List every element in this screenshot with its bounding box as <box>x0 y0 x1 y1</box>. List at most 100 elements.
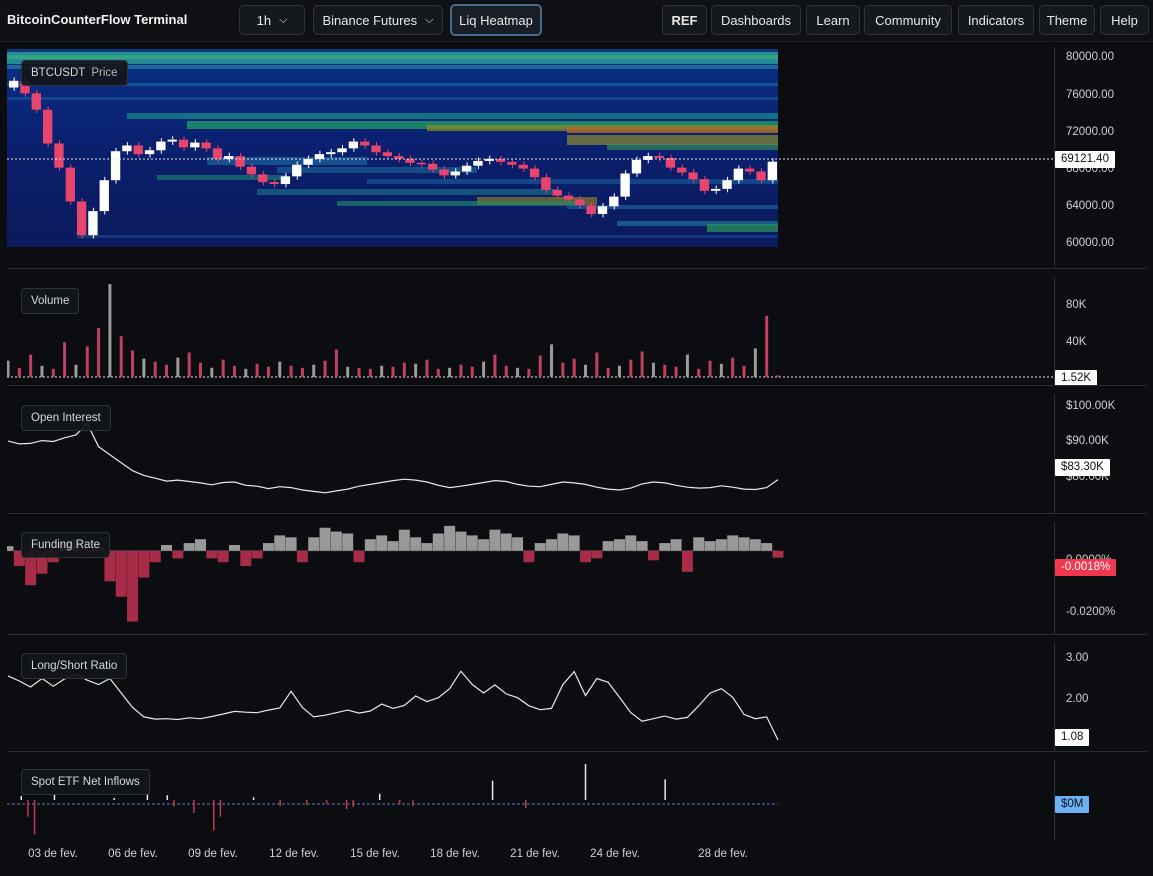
candle-body <box>371 145 381 153</box>
funding-bar <box>127 550 139 622</box>
volume-bar <box>629 359 633 377</box>
etf-pane-label[interactable]: Spot ETF Net Inflows <box>21 769 150 795</box>
volume-bar <box>63 342 67 377</box>
volume-chart[interactable] <box>7 277 1054 386</box>
volume-bar <box>674 366 678 377</box>
help-button[interactable]: Help <box>1100 5 1149 35</box>
etf-bar <box>664 779 666 800</box>
candle-body <box>767 161 777 181</box>
long-short-pane[interactable]: Long/Short Ratio 3.00 2.00 1.08 <box>7 643 1147 752</box>
candle-body <box>529 168 540 178</box>
volume-bar <box>493 354 497 377</box>
etf-pane[interactable]: Spot ETF Net Inflows $0M <box>7 760 1147 840</box>
ref-button[interactable]: REF <box>662 5 707 35</box>
funding-bar <box>681 550 693 572</box>
etf-inflows-chart[interactable] <box>7 760 1054 840</box>
time-axis: 03 de fev. 06 de fev. 09 de fev. 12 de f… <box>7 840 1047 870</box>
candle-body <box>269 182 279 185</box>
funding-bar <box>138 550 150 578</box>
chart-area[interactable]: BTCUSDT Price 80000.00 76000.00 72000.00… <box>7 47 1147 872</box>
dashboards-button[interactable]: Dashboards <box>711 5 801 35</box>
candle-body <box>99 180 109 212</box>
volume-bar <box>232 365 236 377</box>
volume-bar <box>617 365 621 377</box>
funding-bar <box>228 544 240 551</box>
volume-bar <box>391 366 395 377</box>
indicators-button[interactable]: Indicators <box>958 5 1034 35</box>
volume-bar <box>108 284 112 377</box>
price-pane-label[interactable]: BTCUSDT Price <box>21 60 128 86</box>
liq-heatmap-button[interactable]: Liq Heatmap <box>450 4 542 36</box>
etf-bar <box>27 800 29 817</box>
volume-bar <box>346 366 350 377</box>
funding-bar <box>149 550 161 563</box>
volume-bar <box>436 368 440 377</box>
funding-bar <box>36 550 48 574</box>
candle-body <box>156 141 166 151</box>
volume-bar <box>312 364 316 377</box>
candle-body <box>224 156 234 159</box>
volume-bar <box>74 364 78 377</box>
candle-body <box>246 166 257 175</box>
price-tick: 76000.00 <box>1066 89 1114 101</box>
volume-bar <box>640 351 644 377</box>
volume-bar <box>278 361 282 377</box>
volume-bar <box>482 361 486 377</box>
volume-axis-separator <box>1054 277 1055 385</box>
candle-body <box>20 80 30 94</box>
funding-bar <box>568 535 580 551</box>
community-button[interactable]: Community <box>864 5 952 35</box>
open-interest-line <box>7 422 779 494</box>
candle-body <box>144 150 155 155</box>
volume-bar <box>595 352 599 377</box>
candle-body <box>563 195 574 200</box>
funding-bar <box>772 550 784 558</box>
chevron-down-icon: ⌵ <box>425 13 434 26</box>
long-short-pane-label[interactable]: Long/Short Ratio <box>21 653 128 679</box>
funding-bar <box>580 550 591 563</box>
price-axis-separator <box>1054 47 1055 268</box>
open-interest-chart[interactable] <box>7 394 1054 514</box>
open-interest-pane-label[interactable]: Open Interest <box>21 405 111 431</box>
open-interest-pane[interactable]: Open Interest $100.00K $90.00K $80.00K $… <box>7 394 1147 514</box>
price-tick: 72000.00 <box>1066 126 1114 138</box>
funding-bar <box>387 541 399 551</box>
funding-rate-chart[interactable] <box>7 522 1054 635</box>
oi-axis-separator <box>1054 394 1055 513</box>
funding-bar <box>364 539 376 551</box>
volume-bar <box>719 363 723 377</box>
funding-bar <box>523 550 535 563</box>
candle-body <box>9 80 19 88</box>
learn-button[interactable]: Learn <box>806 5 860 35</box>
etf-axis-separator <box>1054 760 1055 840</box>
etf-bar <box>584 764 587 800</box>
timeframe-select[interactable]: 1h ⌵ <box>239 5 305 35</box>
etf-bar <box>412 800 414 807</box>
price-chart[interactable] <box>7 47 1054 269</box>
volume-pane[interactable]: Volume 80K 40K 1.52K <box>7 277 1147 386</box>
exchange-select[interactable]: Binance Futures ⌵ <box>313 5 443 35</box>
volume-bar <box>561 362 565 377</box>
funding-rate-pane[interactable]: Funding Rate 0.0000% -0.0200% -0.0018% <box>7 522 1147 635</box>
funding-bar <box>613 539 625 551</box>
oi-tick: $100.00K <box>1066 400 1116 412</box>
volume-bar <box>334 349 338 377</box>
volume-bar <box>584 364 587 377</box>
volume-bar <box>425 359 429 377</box>
funding-rate-pane-label[interactable]: Funding Rate <box>21 532 111 558</box>
candle-body <box>643 156 653 160</box>
candle-body <box>722 180 732 189</box>
long-short-chart[interactable] <box>7 643 1054 752</box>
price-pane[interactable]: BTCUSDT Price 80000.00 76000.00 72000.00… <box>7 47 1147 269</box>
funding-bar <box>195 539 206 551</box>
theme-button[interactable]: Theme <box>1039 5 1095 35</box>
candle-body <box>280 176 291 185</box>
etf-bar <box>146 793 149 800</box>
volume-bar <box>731 357 735 377</box>
volume-bar <box>357 367 361 377</box>
funding-bar <box>421 543 433 551</box>
current-oi-tag: $83.30K <box>1055 459 1110 476</box>
candle-body <box>258 174 268 183</box>
volume-pane-label[interactable]: Volume <box>21 288 80 314</box>
ls-tick: 2.00 <box>1066 693 1089 705</box>
